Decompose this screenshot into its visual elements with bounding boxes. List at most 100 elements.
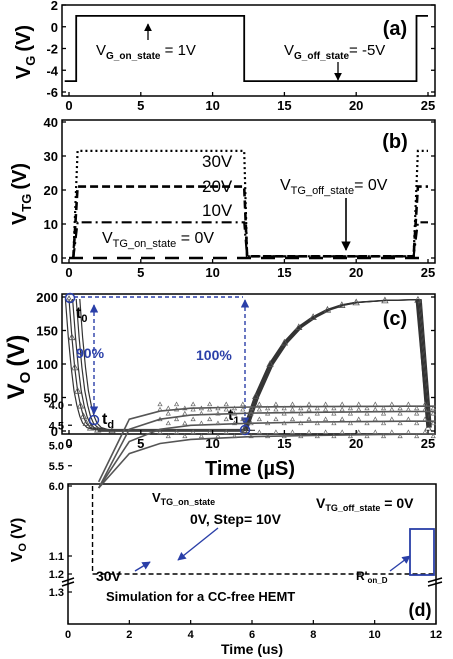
panel-d-point-1-18 — [306, 416, 312, 422]
panel-d-axis-break-right — [427, 577, 443, 587]
panel-c-point-1-8 — [352, 298, 360, 306]
panel-d-point-1-4 — [190, 416, 196, 422]
panel-c-series-group — [64, 295, 432, 434]
panel-c-point-0-1 — [68, 333, 76, 341]
panel-c-point-1-7 — [338, 301, 346, 308]
panel-b-ann-off-main: V — [280, 177, 291, 194]
panel-d-ytick-u-label-1: 4.5 — [49, 420, 64, 432]
panel-d-point-3-20 — [323, 401, 329, 407]
panel-b-ticks-group: 0 5 10 15 20 25 0 10 20 30 40 — [44, 115, 436, 280]
panel-d-point-3-6 — [207, 401, 213, 407]
panel-d-point-1-27 — [380, 420, 387, 426]
panel-d-point-2-14 — [273, 406, 279, 412]
panel-b-label-20v: 20V — [202, 177, 233, 196]
panel-d-point-3-1 — [165, 405, 171, 411]
panel-a-ann-on-rest: = 1V — [160, 42, 195, 59]
panel-d-xtick-label-2: 4 — [188, 629, 195, 641]
panel-c-t0-marker — [64, 292, 76, 304]
panel-d-point-1-12 — [256, 416, 262, 422]
panel-d-xtick-label-1: 2 — [126, 629, 132, 641]
panel-d-point-0-26 — [372, 429, 378, 435]
panel-b-ytick-label-4: 40 — [44, 115, 58, 130]
panel-c-trace-0-1 — [68, 298, 245, 431]
panel-d-point-2-5 — [198, 410, 204, 416]
panel-d-point-3-19 — [314, 405, 320, 411]
panel-d-point-1-7 — [215, 420, 221, 426]
panel-a-ytick-label-0: -6 — [46, 85, 58, 100]
panel-d-ylabel-sub: O — [17, 543, 29, 552]
panel-c-xtick-label-1: 5 — [137, 436, 144, 451]
panel-b-xtick-label-4: 20 — [349, 265, 363, 280]
panel-d-point-1-19 — [314, 420, 320, 426]
panel-c-point-1-3 — [280, 338, 289, 346]
panel-d-point-3-30 — [405, 401, 411, 407]
panel-d-point-0-29 — [397, 433, 403, 439]
panel-d-point-2-16 — [289, 406, 296, 412]
panel-d-point-0-9 — [231, 433, 238, 439]
panel-d-point-1-3 — [182, 420, 188, 426]
panel-a-ann-off-sub: G_off_state — [294, 51, 349, 62]
panel-d-point-2-23 — [347, 410, 354, 416]
panel-d-point-0-33 — [430, 433, 436, 439]
panel-d-ytick-u-label-2: 5.0 — [49, 441, 64, 453]
panel-d-point-1-32 — [422, 416, 428, 422]
panel-d-ytick-l-label-1: 1.2 — [49, 569, 64, 581]
panel-d-point-3-2 — [173, 401, 180, 407]
panel-d-point-1-1 — [165, 420, 171, 426]
panel-b-ytick-label-0: 0 — [51, 251, 58, 266]
panel-d-point-0-31 — [414, 433, 420, 439]
panel-d-point-2-30 — [405, 406, 411, 412]
panel-b-ytick-label-3: 30 — [44, 149, 58, 164]
panel-a-frame — [61, 4, 436, 97]
panel-d-ytick-l-label-2: 1.3 — [49, 587, 64, 599]
panel-a-label: (a) — [383, 18, 407, 40]
panel-a-vg-line — [64, 14, 428, 82]
panel-b-ann-on-main: V — [102, 230, 113, 247]
panel-d-point-1-14 — [273, 416, 279, 422]
panel-c-ylabel-sub: O — [17, 371, 34, 383]
panel-d-point-2-7 — [215, 410, 221, 416]
panel-d-series-group — [91, 401, 436, 575]
panel-b-label-30v: 30V — [202, 152, 233, 171]
panel-c-ytick-label-0: 0 — [51, 424, 58, 439]
panel-d-point-3-27 — [380, 405, 387, 411]
panel-d-point-1-23 — [347, 420, 354, 426]
panel-d-point-3-23 — [347, 405, 354, 411]
panel-d-point-3-3 — [182, 405, 188, 411]
panel-d-point-3-17 — [298, 405, 304, 411]
panel-d-point-2-18 — [306, 406, 312, 412]
panel-d-point-1-11 — [248, 420, 254, 426]
panel-a-xtick-label-1: 5 — [137, 98, 144, 113]
panel-d-point-3-11 — [248, 405, 254, 411]
panel-d-ann-tg-off-rest: = 0V — [380, 495, 414, 511]
panel-a-xtick-label-4: 20 — [349, 98, 363, 113]
panel-c-trace-0-0 — [64, 298, 241, 431]
panel-d-point-3-10 — [240, 401, 246, 407]
panel-d-30v-arrow — [134, 561, 151, 572]
panel-c-ytick-label-4: 200 — [36, 290, 58, 305]
panel-d-point-3-29 — [397, 405, 403, 411]
panel-d-point-2-4 — [190, 406, 196, 412]
panel-d-point-0-28 — [389, 429, 395, 435]
panel-a-annotation-on: VG_on_state = 1V — [96, 42, 196, 62]
panel-d-point-0-16 — [289, 429, 296, 435]
panel-d-series-1 — [98, 420, 436, 489]
panel-d-ylabel-main: V — [9, 551, 26, 562]
panel-a-series-group — [64, 14, 428, 82]
panel-d-point-1-26 — [372, 416, 378, 422]
panel-d-point-3-7 — [215, 405, 221, 411]
panel-d-point-1-10 — [240, 416, 246, 422]
panel-d-point-0-15 — [281, 433, 287, 439]
panel-b-xtick-label-3: 15 — [277, 265, 291, 280]
panel-d-point-0-5 — [198, 433, 204, 439]
panel-d-ticks-group: 0 2 4 6 8 10 12 4.0 4.5 5.0 5.5 6.0 1.1 1.2 1.3 — [49, 400, 442, 641]
panel-d-ylabel: VO (V) — [9, 518, 29, 563]
panel-a-ytick-label-2: -2 — [46, 42, 58, 57]
panel-b-series-0 — [72, 149, 428, 259]
panel-d-point-3-18 — [306, 401, 312, 407]
panel-d-highlight-box — [409, 528, 435, 576]
panel-d-point-1-17 — [298, 420, 304, 426]
panel-c: 0 5 10 15 20 25 0 50 100 150 200 (c) VO (V) Time (µ… — [3, 290, 436, 480]
panel-d-step-arrow — [177, 527, 219, 561]
